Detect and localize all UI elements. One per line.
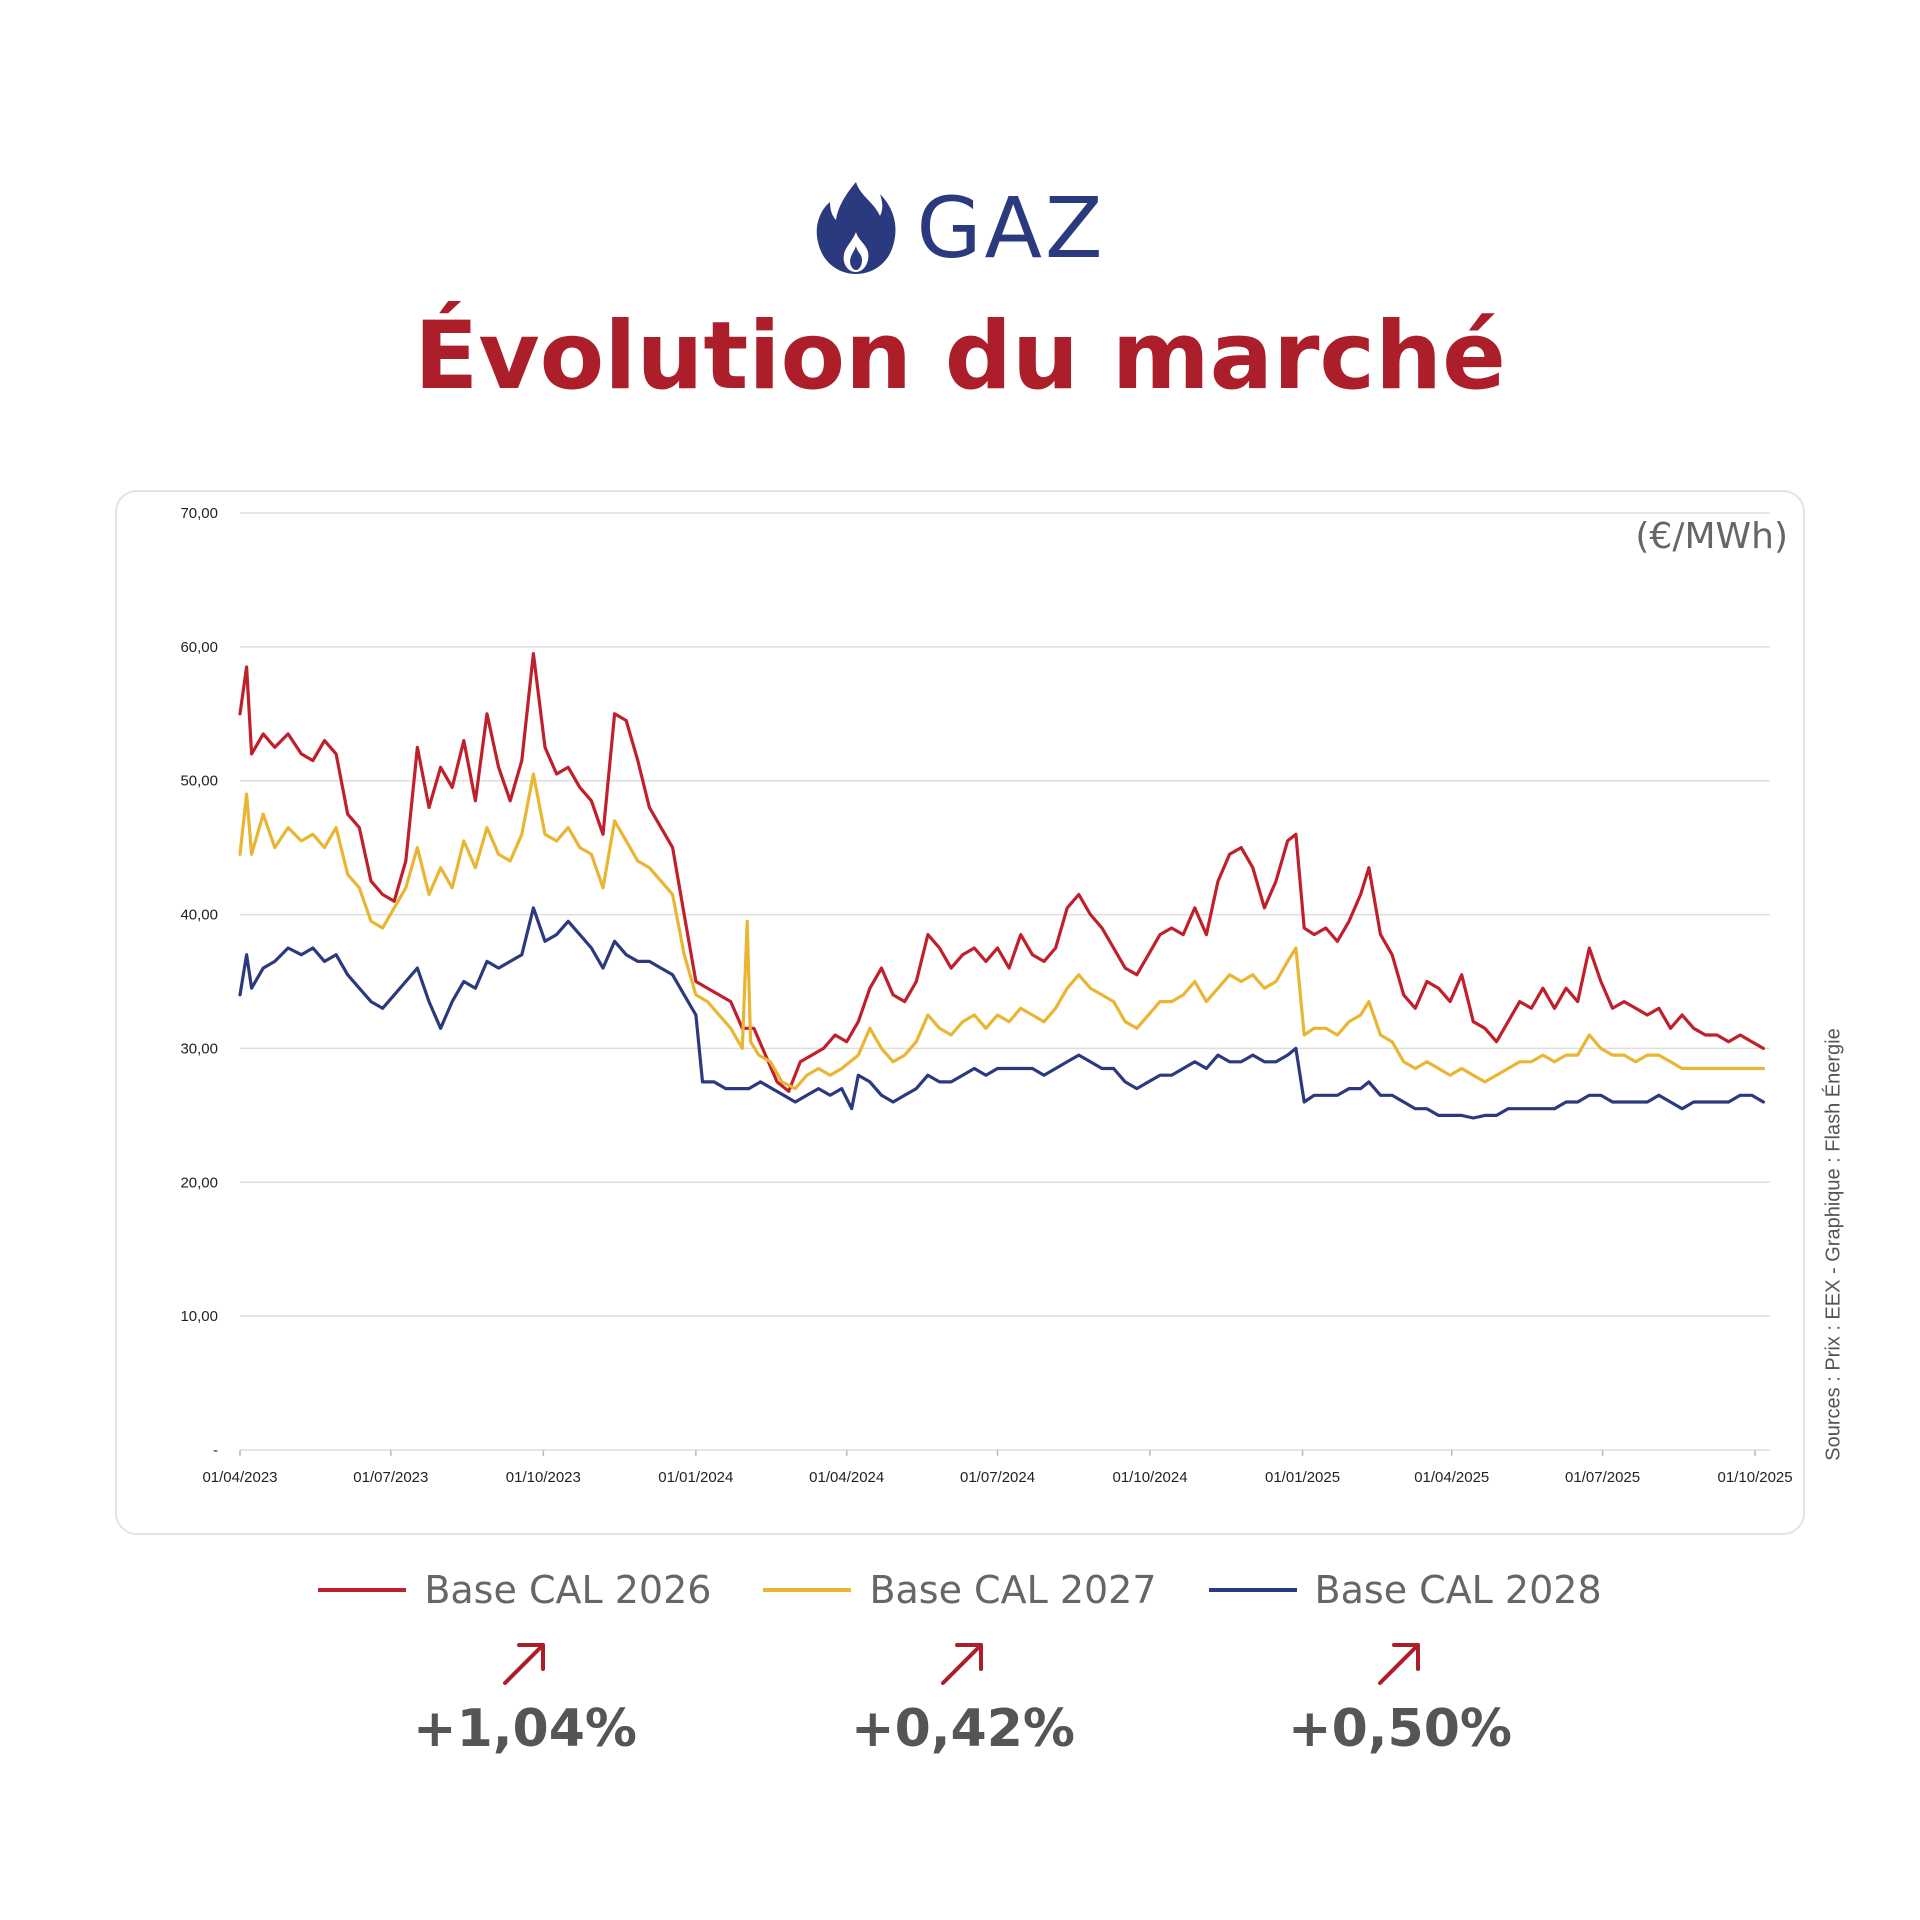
x-tick-label: 01/10/2024 — [1113, 1469, 1188, 1486]
change-2026: +1,04% — [395, 1635, 655, 1759]
y-tick-label: 60,00 — [180, 639, 218, 656]
page-title: Évolution du marché — [414, 302, 1506, 411]
flame-icon — [817, 182, 896, 274]
x-tick-label: 01/01/2024 — [658, 1469, 733, 1486]
change-value-2026: +1,04% — [413, 1699, 637, 1759]
series-line-2027 — [238, 772, 1766, 1091]
y-tick-label: 30,00 — [180, 1040, 218, 1057]
change-2028: +0,50% — [1270, 1635, 1530, 1759]
unit-label: (€/MWh) — [1635, 516, 1788, 557]
arrow-up-right-icon — [941, 1643, 983, 1685]
legend-swatch-2027 — [763, 1588, 852, 1592]
x-tick-label: 01/07/2023 — [353, 1469, 428, 1486]
legend-item-2026: Base CAL 2026 — [318, 1568, 711, 1612]
line-chart: - 10,00 20,00 30,00 40,00 50,00 60,00 70,00 01/… — [180, 505, 1793, 1486]
series-line-2026 — [238, 652, 1766, 1093]
x-axis-ticks: 01/04/2023 01/07/2023 01/10/2023 01/01/2024… — [202, 1450, 1793, 1486]
x-tick-label: 01/07/2024 — [960, 1469, 1035, 1486]
y-tick-label: 40,00 — [180, 907, 218, 924]
x-tick-label: 01/04/2025 — [1414, 1469, 1489, 1486]
y-axis-ticks: - 10,00 20,00 30,00 40,00 50,00 60,00 70,00 — [180, 505, 218, 1459]
legend-label-2028: Base CAL 2028 — [1314, 1568, 1602, 1612]
legend-label-2026: Base CAL 2026 — [424, 1568, 712, 1612]
x-tick-label: 01/04/2024 — [809, 1469, 884, 1486]
y-tick-label: 20,00 — [180, 1174, 218, 1191]
source-note: Sources : Prix : EEX - Graphique : Flash… — [1822, 1028, 1845, 1461]
legend-item-2027: Base CAL 2027 — [763, 1568, 1157, 1612]
arrow-up-right-icon — [1378, 1643, 1420, 1685]
y-tick-label: 50,00 — [180, 773, 218, 790]
legend: Base CAL 2026 Base CAL 2027 Base CAL 202… — [0, 1568, 1920, 1612]
changes-row: +1,04% +0,42% +0,50% — [0, 1635, 1920, 1765]
legend-swatch-2028 — [1208, 1588, 1297, 1592]
x-tick-label: 01/10/2023 — [506, 1469, 581, 1486]
x-tick-label: 01/10/2025 — [1718, 1469, 1793, 1486]
y-tick-label: - — [213, 1442, 218, 1459]
series-lines — [238, 652, 1766, 1120]
x-tick-label: 01/07/2025 — [1565, 1469, 1640, 1486]
y-tick-label: 70,00 — [180, 505, 218, 522]
y-tick-label: 10,00 — [180, 1308, 218, 1325]
change-2027: +0,42% — [833, 1635, 1093, 1759]
legend-label-2027: Base CAL 2027 — [869, 1568, 1157, 1612]
change-value-2028: +0,50% — [1288, 1699, 1512, 1759]
legend-swatch-2026 — [318, 1588, 407, 1592]
change-value-2027: +0,42% — [851, 1699, 1075, 1759]
legend-item-2028: Base CAL 2028 — [1208, 1568, 1602, 1612]
chart-card — [115, 490, 1805, 1535]
series-line-2028 — [238, 906, 1766, 1120]
category-label: GAZ — [916, 179, 1106, 277]
arrow-up-right-icon — [503, 1643, 545, 1685]
chart-gridlines — [240, 512, 1770, 1451]
x-tick-label: 01/01/2025 — [1265, 1469, 1340, 1486]
x-tick-label: 01/04/2023 — [202, 1469, 277, 1486]
header: GAZ — [0, 178, 1920, 278]
